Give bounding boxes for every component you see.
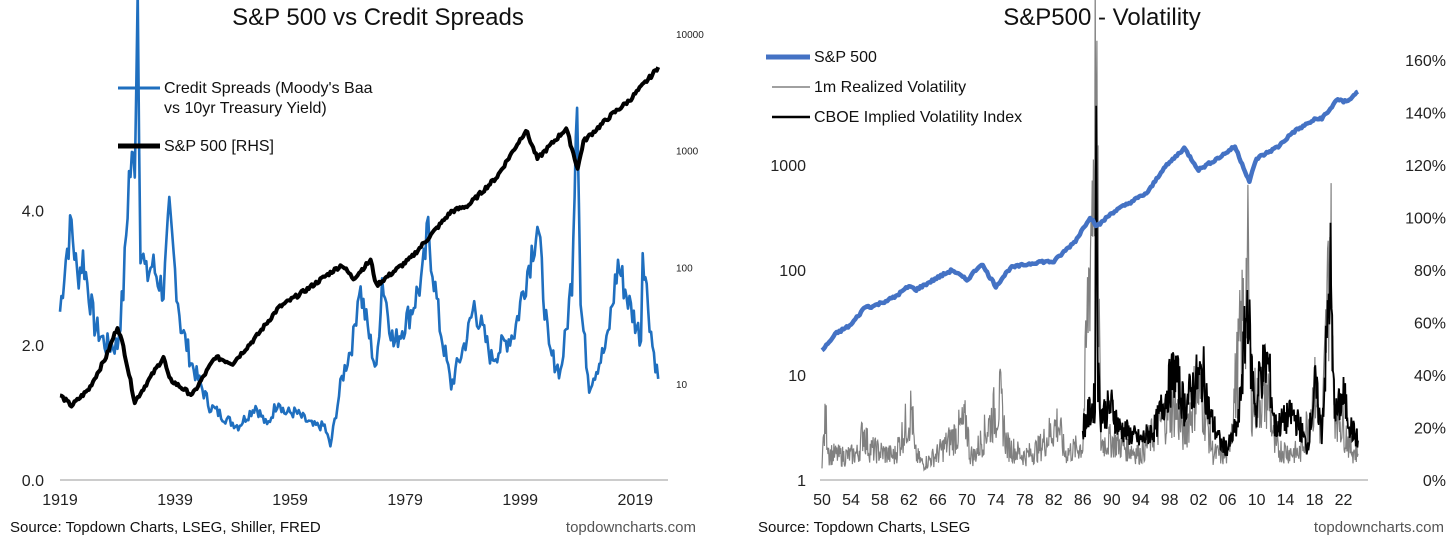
x-tick-label: 1979 bbox=[387, 492, 423, 509]
x-tick-label: 78 bbox=[1016, 492, 1034, 509]
x-tick-label: 70 bbox=[958, 492, 976, 509]
legend: Credit Spreads (Moody's Baa vs 10yr Trea… bbox=[118, 80, 373, 155]
x-tick-label: 54 bbox=[842, 492, 860, 509]
right-axis-ticks: 10 100 1000 10000 bbox=[676, 30, 704, 391]
y-right-tick-label: 10 bbox=[676, 380, 688, 391]
series-lines bbox=[58, 0, 661, 448]
series-credit-spreads-line bbox=[58, 0, 660, 448]
x-tick-label: 1919 bbox=[42, 492, 78, 509]
y-right-tick-label: 160% bbox=[1405, 53, 1446, 70]
y-right-tick-label: 40% bbox=[1414, 368, 1446, 385]
volatility-chart: S&P500 - Volatility 1 10 100 1000 0% 20% 40% 6… bbox=[758, 0, 1446, 536]
legend-label-credit-spreads-line-1: Credit Spreads (Moody's Baa bbox=[164, 80, 373, 97]
x-axis-ticks: 50 54 58 62 66 70 74 78 82 86 90 94 98 02 06 10 14 18 22 bbox=[813, 492, 1352, 509]
legend-label-sp500: S&P 500 [RHS] bbox=[164, 138, 274, 155]
x-tick-label: 14 bbox=[1277, 492, 1295, 509]
x-tick-label: 10 bbox=[1248, 492, 1266, 509]
x-tick-label: 86 bbox=[1074, 492, 1092, 509]
chart-title: S&P500 - Volatility bbox=[1003, 4, 1200, 31]
legend: S&P 500 1m Realized Volatility CBOE Impl… bbox=[766, 49, 1022, 126]
series-lines bbox=[820, 0, 1360, 472]
x-tick-label: 58 bbox=[871, 492, 889, 509]
left-axis-ticks: 1 10 100 1000 bbox=[770, 158, 806, 490]
x-tick-label: 06 bbox=[1219, 492, 1237, 509]
x-tick-label: 2019 bbox=[617, 492, 653, 509]
chart-title: S&P 500 vs Credit Spreads bbox=[232, 4, 524, 31]
right-axis-ticks: 0% 20% 40% 60% 80% 100% 120% 140% 160% bbox=[1405, 53, 1446, 490]
x-tick-label: 82 bbox=[1045, 492, 1063, 509]
credit-spreads-chart: S&P 500 vs Credit Spreads 0.02.04.0 1010… bbox=[10, 0, 704, 536]
right-chart-panel: S&P500 - Volatility 1 10 100 1000 0% 20% 40% 6… bbox=[728, 0, 1456, 540]
y-right-tick-label: 60% bbox=[1414, 316, 1446, 333]
y-right-tick-label: 10000 bbox=[676, 30, 704, 41]
y-left-tick-label: 1 bbox=[797, 473, 806, 490]
y-left-tick-label: 10 bbox=[788, 368, 806, 385]
left-chart-panel: S&P 500 vs Credit Spreads 0.0 2.0 4.0 10 10… bbox=[0, 0, 728, 540]
x-tick-label: 62 bbox=[900, 492, 918, 509]
x-tick-label: 94 bbox=[1132, 492, 1150, 509]
legend-label-realized-vol: 1m Realized Volatility bbox=[814, 79, 966, 96]
y-left-tick-label: 2.0 bbox=[22, 338, 44, 355]
watermark: topdowncharts.com bbox=[566, 519, 696, 536]
series-sp500-line bbox=[820, 89, 1360, 353]
x-tick-label: 50 bbox=[813, 492, 831, 509]
series-vix-line bbox=[1081, 105, 1359, 456]
y-right-tick-label: 140% bbox=[1405, 106, 1446, 123]
legend-label-sp500: S&P 500 bbox=[814, 49, 877, 66]
y-right-tick-label: 80% bbox=[1414, 263, 1446, 280]
x-tick-label: 66 bbox=[929, 492, 947, 509]
watermark: topdowncharts.com bbox=[1314, 519, 1444, 536]
x-tick-label: 22 bbox=[1335, 492, 1353, 509]
x-tick-label: 74 bbox=[987, 492, 1005, 509]
y-right-tick-label: 100% bbox=[1405, 211, 1446, 228]
x-tick-label: 1939 bbox=[157, 492, 193, 509]
y-right-tick-label: 100 bbox=[676, 263, 693, 274]
x-tick-label: 02 bbox=[1190, 492, 1208, 509]
y-left-tick-label: 4.0 bbox=[22, 203, 44, 220]
x-tick-label: 1959 bbox=[272, 492, 308, 509]
y-right-tick-label: 120% bbox=[1405, 158, 1446, 175]
legend-label-credit-spreads-line-2: vs 10yr Treasury Yield) bbox=[164, 100, 327, 117]
x-axis-ticks: 1919 1939 1959 1979 1999 2019 bbox=[42, 492, 653, 509]
left-axis-ticks: 0.0 2.0 4.0 bbox=[22, 203, 44, 490]
series-sp500-line bbox=[59, 66, 661, 409]
source-note: Source: Topdown Charts, LSEG bbox=[758, 519, 970, 536]
x-tick-label: 1999 bbox=[502, 492, 538, 509]
x-tick-label: 90 bbox=[1103, 492, 1121, 509]
y-right-tick-label: 0% bbox=[1423, 473, 1446, 490]
x-tick-label: 18 bbox=[1306, 492, 1324, 509]
y-left-tick-label: 0.0 bbox=[22, 473, 44, 490]
source-note: Source: Topdown Charts, LSEG, Shiller, F… bbox=[10, 519, 321, 536]
y-left-tick-label: 1000 bbox=[770, 158, 806, 175]
y-right-tick-label: 1000 bbox=[676, 147, 699, 158]
y-right-tick-label: 20% bbox=[1414, 421, 1446, 438]
y-left-tick-label: 100 bbox=[779, 263, 806, 280]
legend-label-vix: CBOE Implied Volatility Index bbox=[814, 109, 1022, 126]
x-tick-label: 98 bbox=[1161, 492, 1179, 509]
